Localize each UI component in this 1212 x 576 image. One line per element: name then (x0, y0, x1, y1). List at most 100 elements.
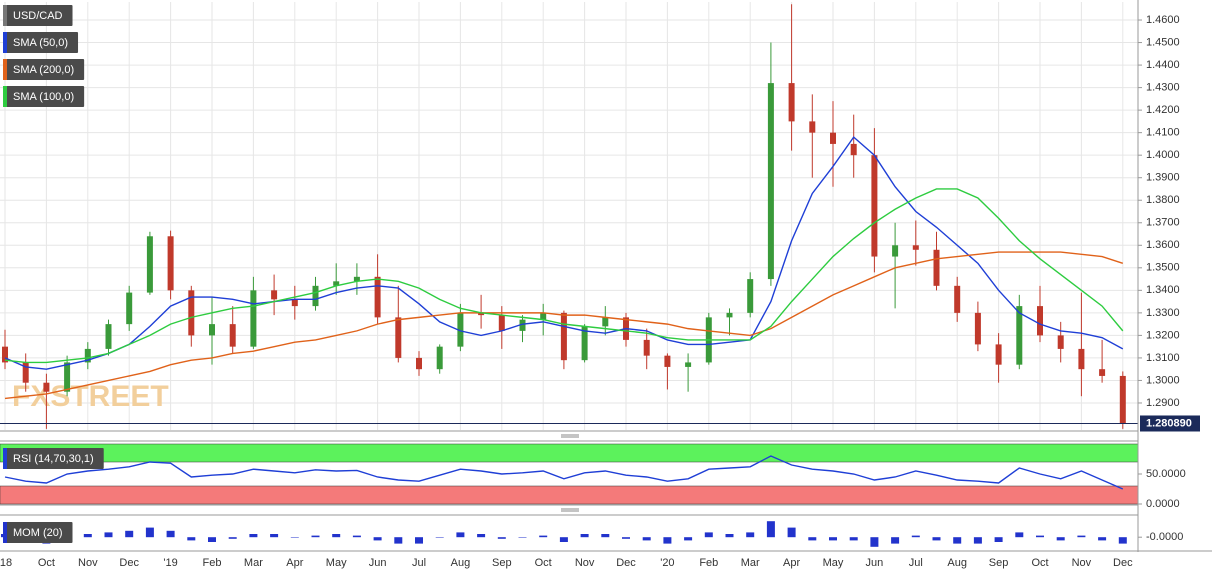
bar (953, 537, 962, 544)
legend-item[interactable]: SMA (200,0) (3, 59, 85, 80)
candle-body (560, 312, 567, 361)
panel-handle[interactable] (561, 508, 579, 512)
x-tick-label: Dec (119, 557, 139, 569)
bar (932, 537, 941, 541)
y-tick-label: -0.0000 (1146, 531, 1183, 543)
candle-body (84, 348, 91, 363)
x-tick-label: '18 (0, 557, 12, 569)
y-tick-label: 1.4000 (1146, 149, 1180, 161)
candle-body (892, 245, 899, 257)
candle-body (312, 285, 319, 307)
bar (208, 537, 216, 542)
line (4, 188, 1124, 364)
x-tick-label: Feb (203, 557, 222, 569)
bar (829, 537, 837, 541)
x-tick-label: Nov (575, 557, 595, 569)
x-tick-label: Apr (783, 557, 800, 569)
bar (145, 527, 154, 538)
candle-body (333, 281, 340, 286)
x-tick-label: Jul (412, 557, 426, 569)
bar (539, 535, 548, 538)
candle-body (767, 83, 774, 280)
x-tick-label: '20 (660, 557, 674, 569)
legend-label: SMA (50,0) (13, 37, 68, 49)
last-price-label: 1.280890 (1146, 417, 1192, 429)
bar (746, 532, 755, 538)
bar (870, 537, 879, 547)
bar (911, 535, 920, 538)
line (4, 136, 1124, 370)
bar (394, 537, 403, 544)
panel-handle[interactable] (561, 434, 579, 438)
bar (125, 530, 134, 538)
candle-body (374, 276, 381, 318)
bar (725, 534, 734, 538)
x-tick-label: Jul (909, 557, 923, 569)
bar (311, 535, 320, 538)
candle-body (788, 83, 795, 122)
bar (228, 537, 237, 539)
y-tick-label: 1.3900 (1146, 172, 1180, 184)
line (4, 251, 1124, 400)
candle-body (209, 324, 215, 336)
y-tick-label: 1.3600 (1146, 239, 1180, 251)
bar (456, 532, 465, 538)
bar (601, 534, 610, 538)
x-tick-label: Mar (741, 557, 760, 569)
bar (559, 537, 568, 542)
bar (973, 537, 982, 544)
candle-body (1057, 335, 1064, 349)
bar (808, 537, 817, 541)
x-tick-label: Oct (1031, 557, 1048, 569)
candle-body (954, 285, 961, 313)
candle-body (457, 312, 464, 347)
bar (1098, 537, 1107, 541)
candle-body (250, 290, 257, 347)
candle-body (43, 382, 50, 392)
x-tick-label: Oct (535, 557, 552, 569)
band (0, 485, 1139, 505)
candle-body (602, 317, 609, 327)
legend-swatch (3, 86, 7, 107)
x-tick-label: Oct (38, 557, 55, 569)
legend-swatch (3, 448, 7, 469)
candle-body (64, 362, 71, 392)
bar (1118, 537, 1127, 544)
legend-item[interactable]: RSI (14,70,30,1) (3, 448, 104, 469)
y-tick-label: 1.3500 (1146, 262, 1180, 274)
x-tick-label: '19 (163, 557, 177, 569)
candle-body (2, 346, 8, 363)
y-tick-label: 1.2900 (1146, 397, 1180, 409)
candle-body (478, 312, 485, 316)
legend-swatch (3, 5, 7, 26)
y-tick-label: 1.3000 (1146, 374, 1180, 386)
legend-item[interactable]: SMA (100,0) (3, 86, 85, 107)
marks-layer (1, 4, 1127, 547)
candle-body (995, 344, 1002, 365)
bar (849, 537, 858, 541)
candle-body (416, 357, 422, 370)
legend-item[interactable]: SMA (50,0) (3, 32, 79, 53)
x-tick-label: Dec (1113, 557, 1133, 569)
overlay-layer: '18 Oct Nov Dec '19 Feb Mar Apr May Jun Jul Aug Sep O… (0, 5, 1200, 569)
legend-item[interactable]: USD/CAD (3, 5, 73, 26)
bar (352, 535, 361, 538)
bar (373, 537, 382, 541)
legend-box (3, 86, 85, 107)
band (0, 443, 1139, 463)
bar (622, 537, 630, 539)
legend-box (3, 32, 79, 53)
bar (497, 537, 506, 539)
legend-box (3, 522, 73, 543)
candle-body (1037, 306, 1043, 336)
y-tick-label: 0.0000 (1146, 498, 1180, 510)
candle-body (498, 315, 505, 331)
y-tick-label: 1.3700 (1146, 217, 1180, 229)
y-tick-label: 1.4100 (1146, 127, 1180, 139)
x-tick-label: Feb (699, 557, 718, 569)
candle-body (229, 324, 236, 347)
x-tick-label: Dec (616, 557, 636, 569)
bar (435, 537, 444, 538)
bar (249, 534, 258, 538)
legend-item[interactable]: MOM (20) (3, 522, 73, 543)
